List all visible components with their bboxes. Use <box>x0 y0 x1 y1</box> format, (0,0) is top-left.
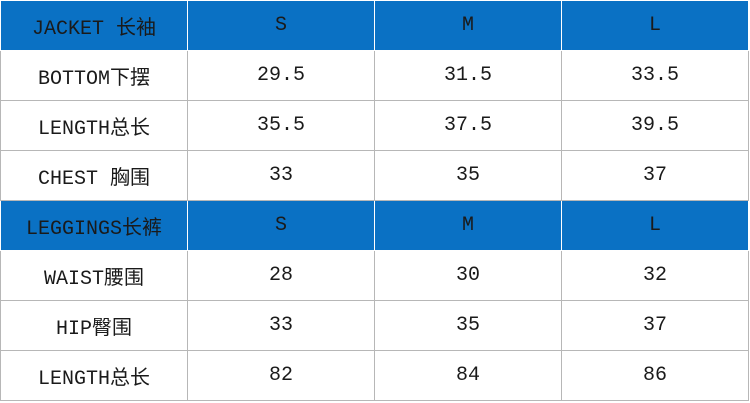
measure-value: 28 <box>187 250 375 301</box>
section-title: JACKET 长袖 <box>0 0 188 51</box>
data-row: WAIST腰围 28 30 32 <box>0 250 749 301</box>
measure-value: 30 <box>374 250 562 301</box>
measure-value: 39.5 <box>561 100 749 151</box>
header-row: LEGGINGS长裤 S M L <box>0 200 749 251</box>
size-header: M <box>374 200 562 251</box>
measure-value: 33 <box>187 150 375 201</box>
measure-value: 35 <box>374 300 562 351</box>
measure-value: 31.5 <box>374 50 562 101</box>
size-header: S <box>187 0 375 51</box>
data-row: LENGTH总长 82 84 86 <box>0 350 749 401</box>
measure-label: CHEST 胸围 <box>0 150 188 201</box>
measure-label: BOTTOM下摆 <box>0 50 188 101</box>
measure-label: HIP臀围 <box>0 300 188 351</box>
data-row: BOTTOM下摆 29.5 31.5 33.5 <box>0 50 749 101</box>
measure-value: 82 <box>187 350 375 401</box>
measure-value: 37.5 <box>374 100 562 151</box>
size-header: S <box>187 200 375 251</box>
data-row: CHEST 胸围 33 35 37 <box>0 150 749 201</box>
measure-value: 35 <box>374 150 562 201</box>
measure-value: 29.5 <box>187 50 375 101</box>
size-header: L <box>561 0 749 51</box>
measure-value: 84 <box>374 350 562 401</box>
measure-label: LENGTH总长 <box>0 100 188 151</box>
measure-value: 37 <box>561 300 749 351</box>
measure-label: WAIST腰围 <box>0 250 188 301</box>
measure-value: 35.5 <box>187 100 375 151</box>
measure-label: LENGTH总长 <box>0 350 188 401</box>
header-row: JACKET 长袖 S M L <box>0 0 749 51</box>
size-header: L <box>561 200 749 251</box>
data-row: HIP臀围 33 35 37 <box>0 300 749 351</box>
measure-value: 86 <box>561 350 749 401</box>
size-header: M <box>374 0 562 51</box>
measure-value: 33 <box>187 300 375 351</box>
measure-value: 37 <box>561 150 749 201</box>
measure-value: 32 <box>561 250 749 301</box>
section-title: LEGGINGS长裤 <box>0 200 188 251</box>
measure-value: 33.5 <box>561 50 749 101</box>
data-row: LENGTH总长 35.5 37.5 39.5 <box>0 100 749 151</box>
